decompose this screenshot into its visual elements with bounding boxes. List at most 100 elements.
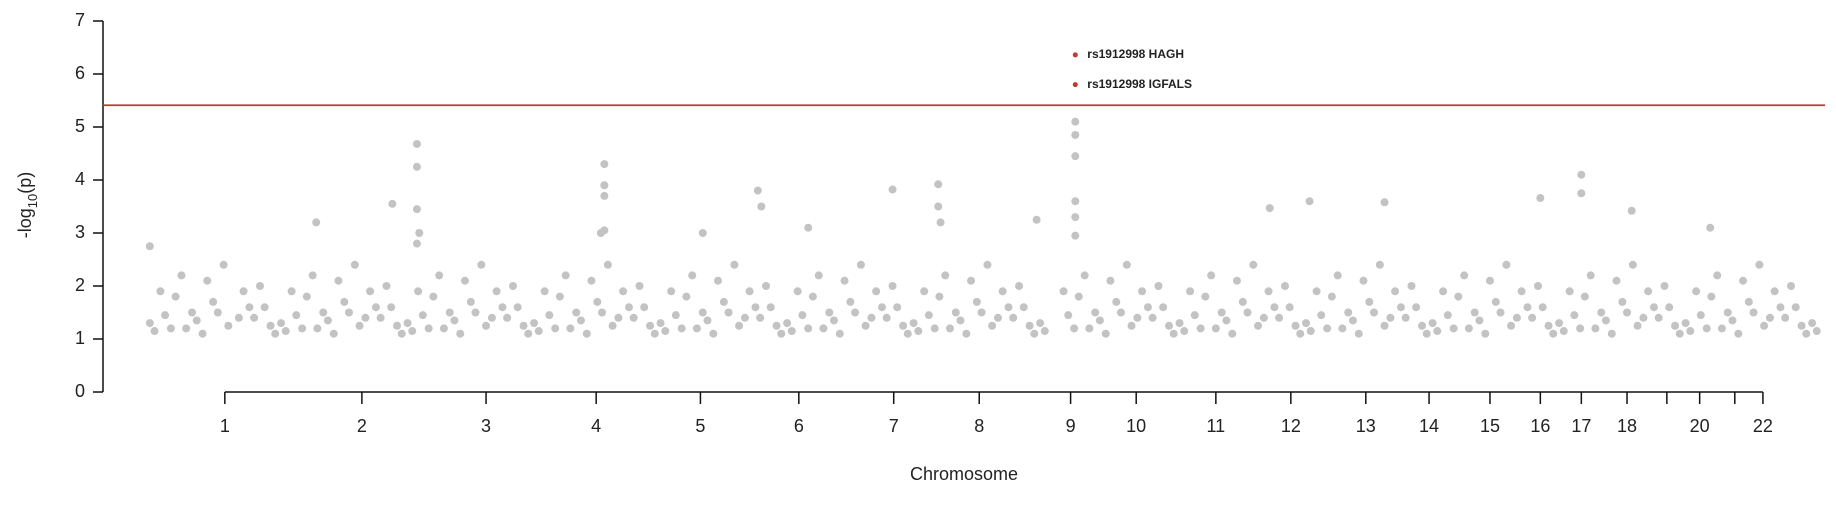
snp-point [798,311,807,320]
snp-point [745,287,754,296]
snp-point [408,327,417,336]
snp-point [471,308,480,317]
snp-point [1797,321,1806,330]
highlight-point [1072,82,1078,88]
x-tick-label: 16 [1530,416,1550,436]
snp-point [334,276,343,285]
snp-point [1470,308,1479,317]
snp-point [219,260,228,269]
snp-point [1190,311,1199,320]
snp-point [145,319,154,328]
snp-point [1728,316,1737,325]
snp-point [804,223,813,232]
snp-point [878,303,886,312]
snp-point [1565,287,1574,296]
snp-point [614,313,623,322]
snp-point [1802,329,1811,338]
x-axis-label: Chromosome [910,464,1018,484]
snp-point [899,321,908,330]
snp-point [1755,260,1764,269]
snp-point [909,319,918,328]
snp-point [435,271,444,280]
snp-point [1681,319,1690,328]
snp-point [945,324,954,333]
snp-point [1749,308,1758,317]
y-tick-label: 3 [75,222,85,242]
snp-point [629,313,638,322]
snp-point [519,321,528,330]
snp-point [1232,276,1241,285]
snp-point [600,181,609,190]
snp-point [1359,276,1368,285]
snp-point [846,297,855,306]
snp-point [412,239,421,248]
snp-point [1391,287,1400,296]
snp-point [1422,329,1431,338]
snp-point [350,260,359,269]
highlight-label: rs1912998 IGFALS [1087,77,1192,91]
snp-point [1707,292,1716,301]
snp-point [1064,311,1073,320]
snp-point [1623,308,1632,317]
snp-point [1186,287,1195,296]
snp-point [1375,260,1384,269]
x-tick-label: 11 [1207,416,1226,436]
snp-point [1512,313,1521,322]
snp-point [1671,321,1680,330]
snp-point [1618,297,1627,306]
snp-point [1439,287,1448,296]
snp-point [1665,303,1674,312]
snp-point [387,303,396,312]
snp-point [415,229,424,237]
snp-point [445,308,454,317]
snp-point [1080,271,1089,280]
x-tick-label: 9 [1066,416,1076,436]
snp-point [1744,297,1753,306]
snp-point [656,319,665,328]
snp-point [1418,321,1427,330]
x-tick-label: 5 [695,416,705,436]
snp-point [671,311,680,320]
snp-point [934,202,943,211]
snp-point [1460,271,1469,280]
snp-point [477,260,486,269]
snp-point [1559,327,1568,336]
x-tick-label: 6 [794,416,804,436]
snp-point [1580,292,1589,301]
snp-point [1502,260,1511,269]
snp-point [545,311,554,320]
snp-point [1071,213,1080,222]
snp-point [1586,271,1595,280]
snp-point [1228,329,1237,338]
snp-point [1264,287,1273,296]
snp-point [255,282,264,290]
snp-point [1201,292,1210,301]
snp-point [1138,287,1147,296]
snp-point [366,287,375,296]
snp-point [1091,308,1100,317]
snp-point [1071,197,1080,206]
snp-point [677,324,686,333]
y-tick-label: 1 [75,328,85,348]
snp-point [345,308,353,317]
snp-point [1428,319,1437,328]
snp-point [1386,313,1395,322]
snp-point [867,313,876,322]
snp-point [323,316,332,325]
x-tick-label: 8 [974,416,984,436]
snp-point [355,321,364,330]
snp-point [1770,287,1779,296]
snp-point [412,139,421,148]
snp-point [1296,329,1305,338]
snp-point [319,308,328,317]
snp-point [412,205,421,214]
snp-point [762,282,771,290]
snp-point [576,316,585,325]
snp-point [245,303,254,312]
snp-point [793,287,802,296]
snp-point [1122,260,1131,269]
snp-point [1270,303,1279,312]
snp-point [551,324,560,333]
snp-point [1544,321,1553,330]
snp-point [482,321,491,330]
